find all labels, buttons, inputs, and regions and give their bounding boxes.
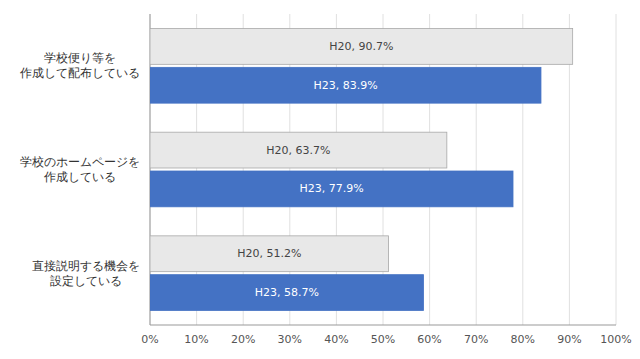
data-label: H23, 77.9% bbox=[299, 182, 363, 195]
tick-label: 80% bbox=[511, 333, 535, 346]
bar bbox=[150, 132, 447, 168]
bar bbox=[150, 29, 573, 65]
category-label: 学校のホームページを作成している bbox=[20, 155, 140, 184]
data-labels: H20, 90.7% H23, 83.9% H20, 63.7% H23, 77.9%… bbox=[237, 40, 393, 299]
x-grid bbox=[150, 14, 616, 325]
tick-label: 0% bbox=[141, 333, 158, 346]
plot-area bbox=[150, 14, 616, 325]
tick-label: 10% bbox=[184, 333, 208, 346]
data-label: H20, 90.7% bbox=[329, 40, 393, 53]
data-label: H23, 83.9% bbox=[313, 79, 377, 92]
tick-label: 100% bbox=[600, 333, 631, 346]
bar bbox=[150, 275, 424, 311]
grid-line bbox=[616, 14, 617, 325]
category-label: 直接説明する機会を設定している bbox=[32, 259, 140, 288]
tick-label: 30% bbox=[278, 333, 302, 346]
bar bbox=[150, 67, 541, 103]
bar bbox=[150, 236, 389, 272]
tick-label: 50% bbox=[371, 333, 395, 346]
chart: 0% 10% 20% 30% 40% 50% 60% 70% 80% 90% 100% H20, 90… bbox=[0, 0, 640, 359]
tick-label: 40% bbox=[324, 333, 348, 346]
x-axis-line bbox=[150, 325, 616, 326]
tick-label: 90% bbox=[557, 333, 581, 346]
data-label: H23, 58.7% bbox=[255, 286, 319, 299]
bar bbox=[150, 171, 513, 207]
tick-label: 70% bbox=[464, 333, 488, 346]
tick-label: 60% bbox=[417, 333, 441, 346]
bars bbox=[150, 29, 573, 311]
data-label: H20, 51.2% bbox=[237, 247, 301, 260]
y-axis: 学校便り等を作成して配布している学校のホームページを作成している直接説明する機会… bbox=[19, 51, 141, 287]
x-axis: 0% 10% 20% 30% 40% 50% 60% 70% 80% 90% 100% bbox=[141, 333, 631, 346]
tick-label: 20% bbox=[231, 333, 255, 346]
data-label: H20, 63.7% bbox=[266, 144, 330, 157]
category-label: 学校便り等を作成して配布している bbox=[19, 51, 140, 80]
